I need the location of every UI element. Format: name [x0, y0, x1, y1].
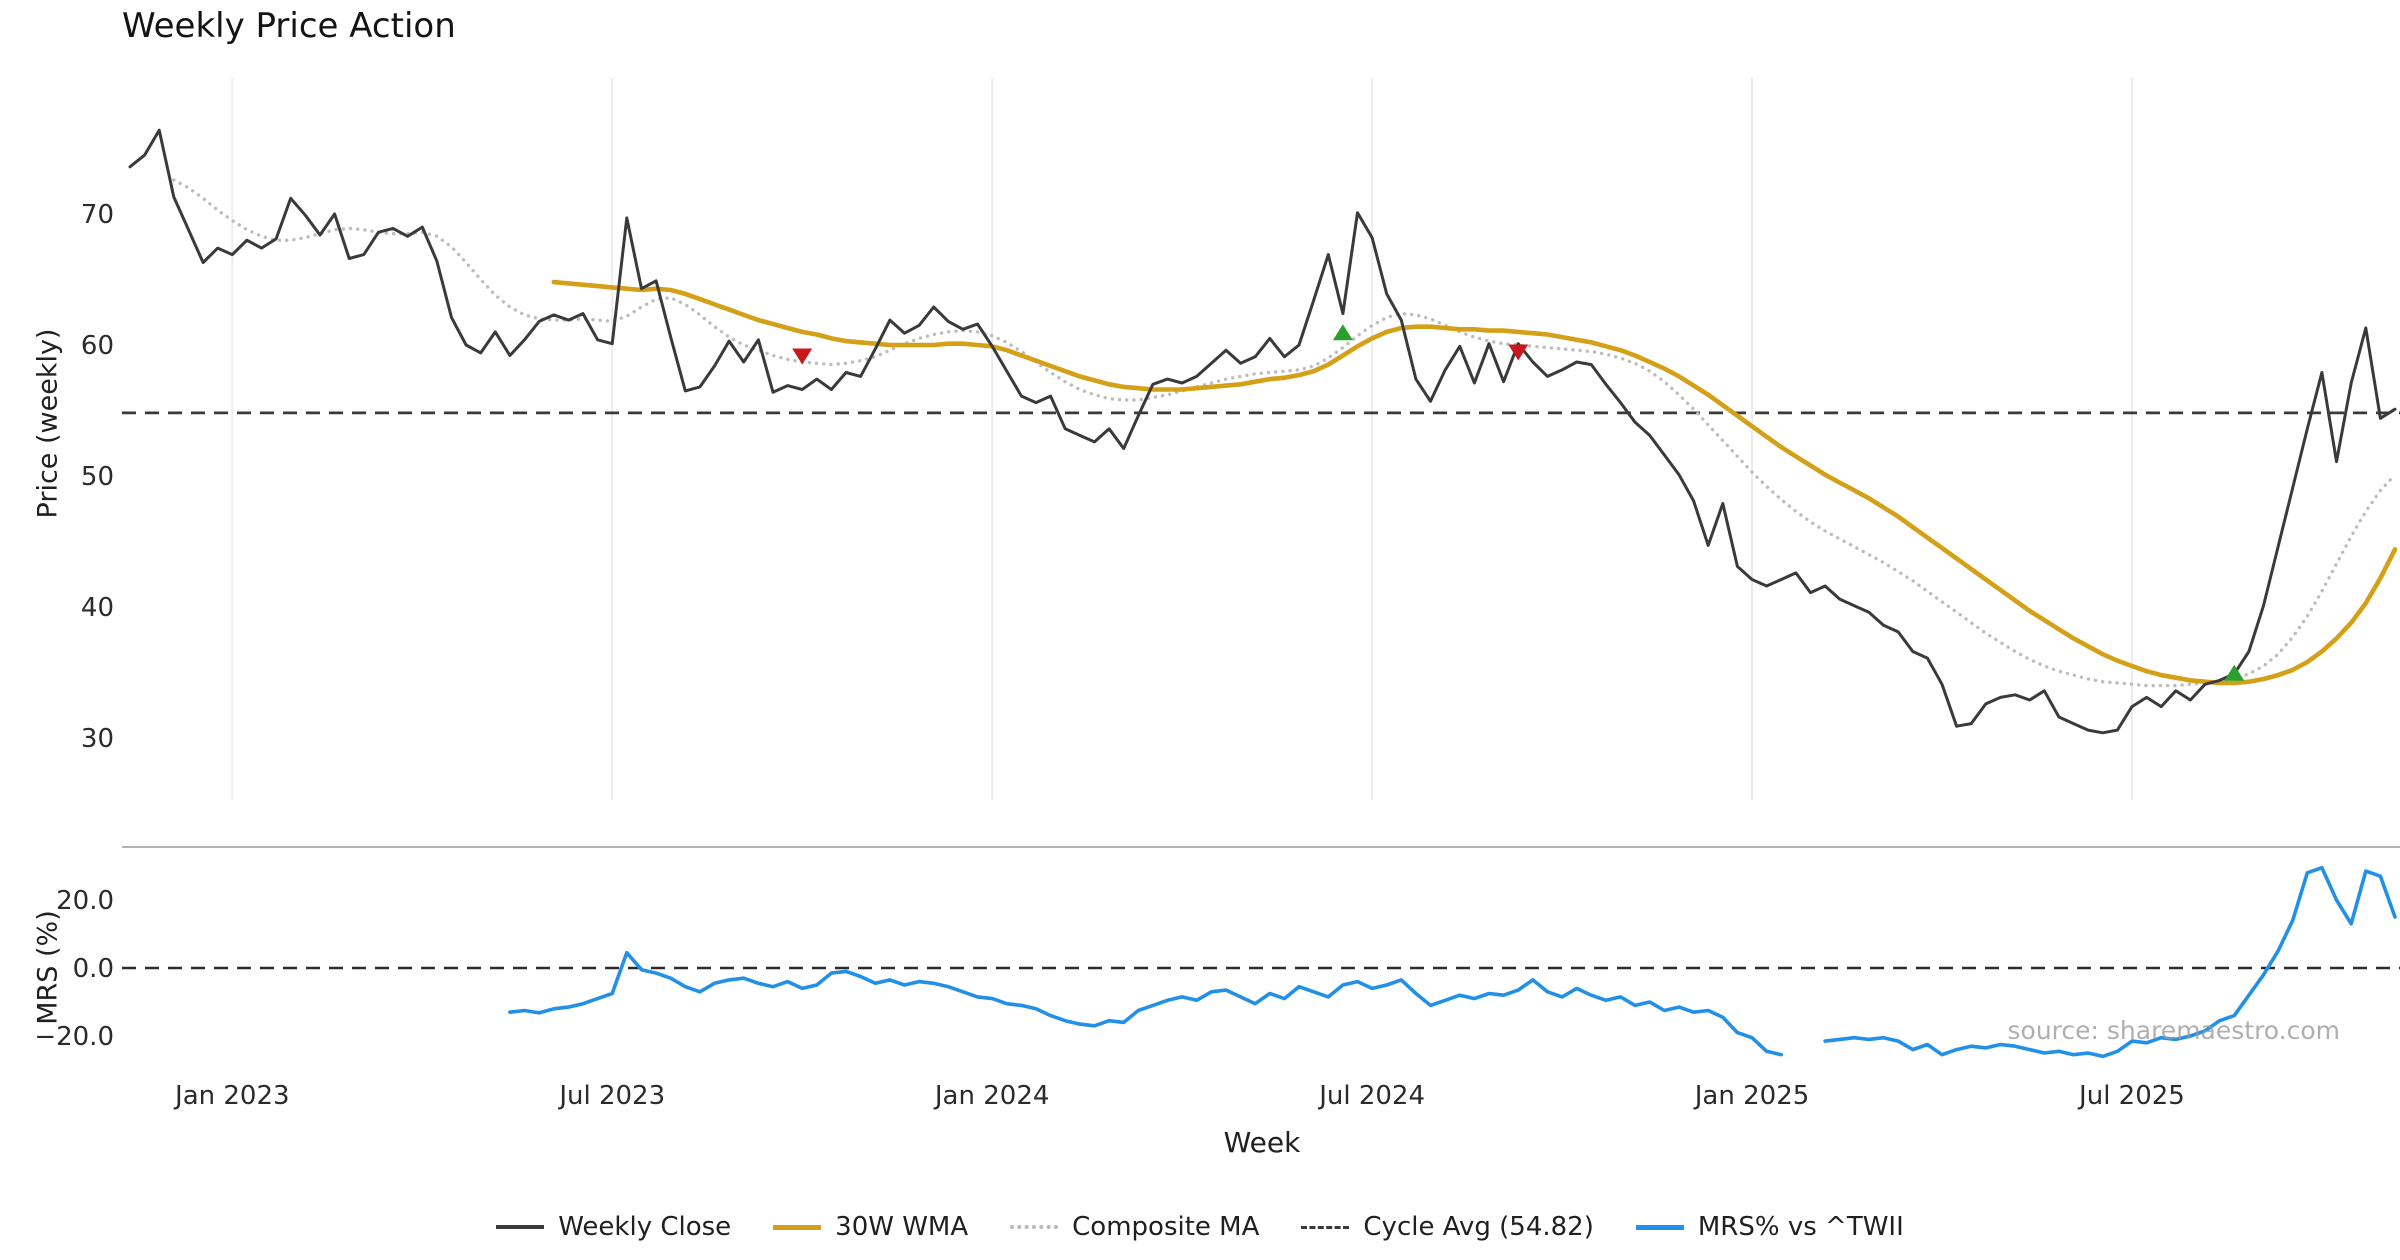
legend-label-weekly-close: Weekly Close: [558, 1212, 732, 1242]
buy-marker: [2224, 664, 2245, 681]
weekly-close-line-swatch: [496, 1225, 545, 1229]
wma-line: [551, 279, 2398, 686]
composite-ma-line: [172, 178, 2397, 688]
composite-ma-line-swatch: [1010, 1225, 1059, 1229]
price-tick-label: 40: [81, 593, 114, 623]
wma-line-swatch: [773, 1224, 822, 1230]
price-tick-label: 70: [81, 200, 114, 230]
legend-label-mrs: MRS% vs ^TWII: [1697, 1212, 1904, 1242]
mrs-tick-label: 0.0: [73, 954, 114, 984]
legend-label-composite-ma: Composite MA: [1072, 1212, 1260, 1242]
x-tick-label: Jul 2023: [557, 1081, 665, 1111]
price-tick-label: 50: [81, 462, 114, 492]
legend-item-cycle-avg: Cycle Avg (54.82): [1301, 1212, 1594, 1242]
x-axis-label: Week: [1223, 1126, 1301, 1159]
legend: Weekly Close 30W WMA Composite MA Cycle …: [0, 1202, 2400, 1252]
mrs-tick-label: −20.0: [34, 1022, 114, 1052]
legend-item-30w-wma: 30W WMA: [773, 1212, 968, 1242]
sell-marker: [1508, 344, 1529, 361]
price-tick-label: 60: [81, 331, 114, 361]
buy-marker: [1332, 324, 1353, 341]
legend-label-30w-wma: 30W WMA: [835, 1212, 969, 1242]
legend-item-weekly-close: Weekly Close: [496, 1212, 731, 1242]
x-tick-label: Jan 2025: [1693, 1081, 1810, 1111]
x-tick-label: Jan 2023: [173, 1081, 290, 1111]
price-tick-label: 30: [81, 724, 114, 754]
mrs-tick-label: 20.0: [56, 886, 114, 916]
price-axis-label: Price (weekly): [32, 328, 64, 519]
mrs-line-swatch: [1635, 1224, 1684, 1230]
mrs-axis-label: MRS (%): [32, 910, 64, 1025]
legend-item-mrs: MRS% vs ^TWII: [1635, 1212, 1904, 1242]
x-tick-label: Jul 2025: [2077, 1081, 2185, 1111]
legend-item-composite-ma: Composite MA: [1010, 1212, 1259, 1242]
sell-marker: [792, 348, 813, 365]
x-tick-label: Jul 2024: [1317, 1081, 1425, 1111]
weekly-close-line: [128, 128, 2397, 735]
cycle-avg-line-swatch: [1301, 1225, 1350, 1229]
chart-title: Weekly Price Action: [122, 6, 456, 46]
source-note: source: sharemaestro.com: [2007, 1016, 2341, 1045]
mrs-line: [508, 865, 2397, 1059]
legend-label-cycle-avg: Cycle Avg (54.82): [1363, 1212, 1594, 1242]
x-tick-label: Jan 2024: [933, 1081, 1050, 1111]
